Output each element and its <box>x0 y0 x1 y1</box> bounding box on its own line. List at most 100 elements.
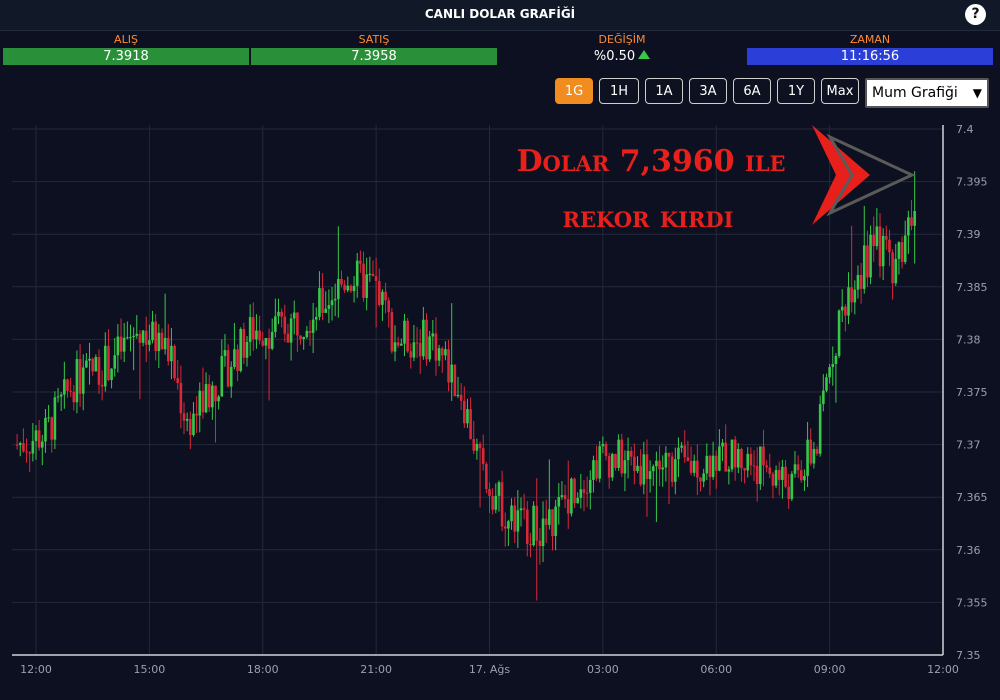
candle <box>529 532 532 558</box>
candle-body <box>806 439 809 476</box>
candle-body <box>548 509 551 525</box>
candle-body <box>25 451 28 453</box>
candle <box>415 327 419 359</box>
candle-body <box>425 319 428 360</box>
candle-body <box>724 442 727 472</box>
candle <box>604 441 608 461</box>
candle-body <box>365 274 368 298</box>
range-button-max[interactable]: Max <box>821 78 859 104</box>
candle-body <box>116 336 120 356</box>
candle <box>308 320 312 347</box>
candle <box>774 465 778 489</box>
candle-body <box>400 343 403 346</box>
candle-body <box>692 460 696 473</box>
candle-body <box>141 330 145 343</box>
candle <box>444 341 447 361</box>
candle-body <box>639 465 642 485</box>
candle <box>456 376 460 398</box>
range-button-3a[interactable]: 3A <box>689 78 727 104</box>
candle-body <box>31 441 35 454</box>
candle-body <box>503 526 507 529</box>
chart-type-select[interactable]: Mum Grafiği ▼ <box>865 78 989 108</box>
candle-body <box>781 466 784 480</box>
candle <box>525 501 529 557</box>
candle <box>642 441 646 495</box>
candle <box>752 450 756 482</box>
candle-body <box>850 287 853 303</box>
candle-body <box>900 242 904 262</box>
range-button-1a[interactable]: 1A <box>645 78 683 104</box>
candle-body <box>160 332 164 350</box>
y-tick-label: 7.385 <box>956 281 988 294</box>
candle <box>85 353 88 368</box>
candle-body <box>658 460 661 470</box>
candle-body <box>144 330 148 345</box>
candle <box>862 205 866 294</box>
candle <box>15 433 19 450</box>
candle <box>790 471 794 502</box>
candle-body <box>406 320 409 352</box>
candle <box>97 349 101 394</box>
candle-body <box>122 337 126 352</box>
range-button-1y[interactable]: 1Y <box>777 78 815 104</box>
candle <box>126 321 129 340</box>
candle-body <box>396 342 400 346</box>
candle-body <box>667 452 671 457</box>
candle-body <box>377 281 381 305</box>
candle-body <box>620 439 624 474</box>
candle-body <box>422 319 425 357</box>
candle <box>466 398 469 429</box>
candle-body <box>337 278 340 299</box>
range-button-6a[interactable]: 6A <box>733 78 771 104</box>
candle-body <box>110 368 113 380</box>
candle-body <box>192 413 195 436</box>
candle-body <box>721 442 724 447</box>
candle <box>582 480 586 512</box>
candle-body <box>711 455 715 478</box>
candle-body <box>611 454 614 478</box>
candle <box>374 257 378 328</box>
candle <box>207 374 211 412</box>
candle <box>812 441 816 469</box>
x-axis: 12:00 15:00 18:00 21:00 17. Ağs 03:00 06:00 09:… <box>20 663 959 676</box>
help-icon[interactable]: ? <box>965 4 986 25</box>
candle <box>450 303 454 401</box>
candle-body <box>648 471 652 480</box>
candle-body <box>696 460 699 478</box>
candle <box>296 312 299 352</box>
candle <box>626 437 630 479</box>
candle <box>248 304 252 356</box>
y-tick-label: 7.39 <box>956 228 981 241</box>
candle <box>573 477 576 508</box>
candle-body <box>302 337 305 340</box>
candle <box>740 447 743 482</box>
candle-body <box>129 337 132 339</box>
candle <box>872 216 876 262</box>
candle <box>170 327 173 380</box>
candle-body <box>771 473 775 486</box>
candle <box>866 230 869 288</box>
candle <box>233 322 236 370</box>
candle <box>796 455 800 479</box>
candle <box>78 344 82 407</box>
range-button-1h[interactable]: 1H <box>599 78 639 104</box>
candle-body <box>185 418 189 421</box>
candle <box>485 462 488 494</box>
candle <box>677 437 680 477</box>
range-button-1g[interactable]: 1G <box>555 78 593 104</box>
candle <box>900 236 904 269</box>
candle <box>636 456 639 474</box>
candle-body <box>229 367 233 387</box>
candle-body <box>743 468 746 471</box>
candle-body <box>469 409 472 440</box>
candle <box>75 350 79 414</box>
candle-body <box>198 390 202 416</box>
candle-body <box>428 336 431 360</box>
candle-body <box>670 456 674 482</box>
candle <box>724 424 727 472</box>
candle <box>365 257 368 311</box>
candle-body <box>746 453 750 471</box>
candle-body <box>755 465 759 485</box>
candle-body <box>510 505 513 522</box>
candle <box>103 332 107 392</box>
